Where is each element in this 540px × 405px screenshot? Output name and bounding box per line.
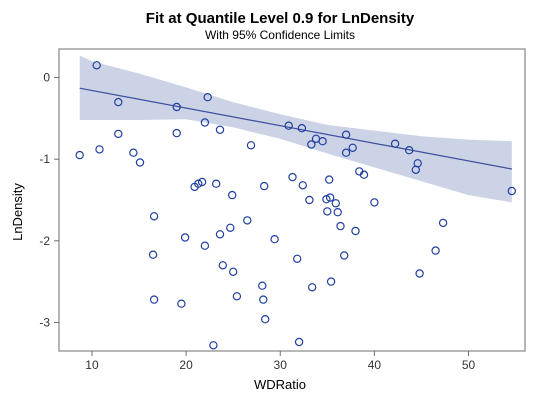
data-point [258, 281, 267, 290]
chart-title: Fit at Quantile Level 0.9 for LnDensity [146, 10, 415, 27]
data-point [149, 212, 159, 221]
data-point [218, 261, 227, 270]
data-point [148, 250, 158, 259]
data-point [318, 136, 327, 146]
x-tick-label: 40 [368, 358, 382, 372]
data-point [260, 181, 269, 191]
data-point [215, 125, 225, 135]
data-point [325, 175, 334, 184]
data-point [228, 267, 238, 276]
data-point [336, 221, 345, 231]
x-axis-label: WDRatio [254, 377, 306, 392]
data-point [413, 159, 422, 168]
data-point [270, 234, 279, 244]
data-point [215, 230, 225, 239]
data-point [325, 193, 335, 202]
data-point [95, 145, 104, 154]
data-point [307, 140, 316, 149]
data-point [431, 246, 440, 255]
data-point [507, 186, 516, 196]
data-point [200, 118, 210, 127]
data-point [172, 128, 181, 138]
x-tick-label: 50 [462, 358, 476, 372]
data-point [259, 295, 268, 304]
data-point [331, 199, 340, 208]
data-point [341, 130, 351, 139]
data-point [226, 223, 235, 232]
y-tick-label: -1 [39, 152, 50, 166]
data-point [405, 145, 414, 155]
data-point [243, 216, 252, 225]
data-point [149, 295, 159, 304]
data-point [390, 139, 400, 148]
data-point [322, 194, 331, 204]
data-point [180, 233, 190, 242]
data-point [308, 283, 317, 292]
data-point [326, 277, 336, 286]
data-point [293, 254, 302, 263]
data-point [232, 292, 242, 301]
data-point [438, 218, 448, 228]
data-point [114, 97, 123, 107]
x-tick-label: 10 [85, 358, 99, 372]
data-point [92, 61, 101, 70]
data-point [323, 207, 332, 216]
data-point [341, 148, 351, 157]
plot-area: 10 20 30 40 50 0 -1 -2 -3 [39, 48, 526, 372]
data-point [246, 141, 256, 150]
data-point [75, 150, 84, 160]
data-point [370, 198, 379, 207]
data-point [261, 315, 270, 324]
x-tick-label: 30 [274, 358, 288, 372]
y-tick-label: 0 [43, 71, 50, 85]
x-tick-label: 20 [179, 358, 193, 372]
y-tick-label: -2 [39, 234, 50, 248]
data-point [288, 172, 297, 182]
data-point [297, 123, 307, 133]
data-point [227, 190, 237, 200]
data-point [172, 102, 181, 112]
data-point [209, 341, 218, 350]
data-point [194, 179, 203, 188]
data-point [211, 179, 221, 188]
data-point [305, 195, 314, 205]
chart-subtitle: With 95% Confidence Limits [205, 28, 355, 42]
data-point [351, 226, 360, 236]
data-point [203, 92, 212, 102]
plot-frame [58, 48, 526, 352]
data-point [200, 241, 210, 250]
y-axis-label: LnDensity [10, 183, 25, 241]
data-point [415, 269, 424, 278]
data-point [114, 129, 123, 139]
fit-line [79, 87, 512, 170]
data-point [298, 181, 307, 190]
data-point [284, 121, 293, 130]
data-point [340, 251, 349, 260]
y-tick-label: -3 [39, 315, 50, 329]
data-point [294, 337, 304, 347]
data-point [135, 158, 145, 167]
data-point [129, 148, 138, 157]
data-point [177, 299, 186, 308]
data-point [348, 143, 357, 152]
data-point [197, 177, 207, 187]
data-point [333, 207, 342, 217]
data-point [359, 170, 369, 179]
